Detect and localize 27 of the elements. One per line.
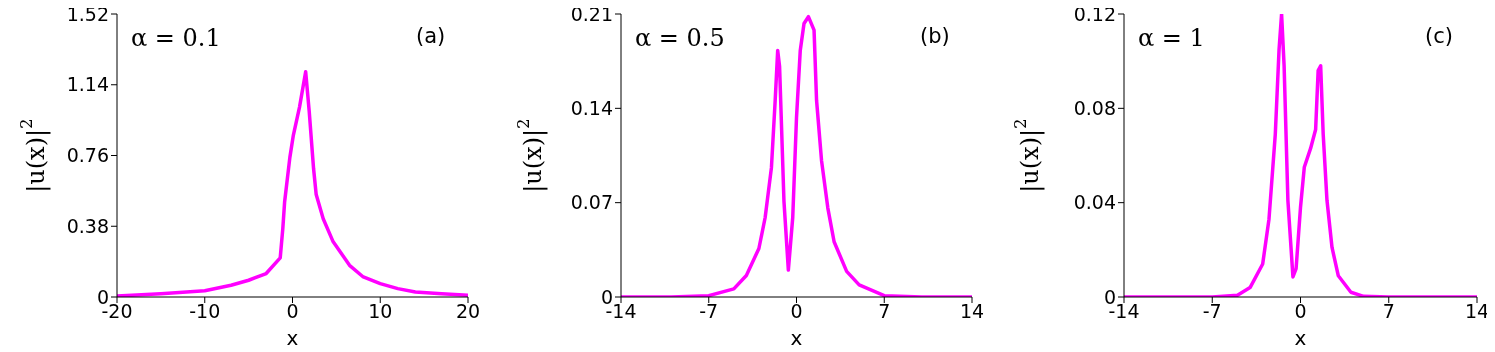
annotation: α = 0.1 <box>131 24 221 52</box>
x-tick-label: -7 <box>699 300 719 323</box>
x-tick-label: 0 <box>286 300 299 323</box>
x-tick-label: 7 <box>1382 300 1395 323</box>
x-tick-label: -10 <box>189 300 221 323</box>
y-tick-label: 0.07 <box>570 191 613 214</box>
x-tick-label: 0 <box>1294 300 1307 323</box>
x-axis-title: x <box>790 326 803 350</box>
y-tick-label: 0.08 <box>1073 97 1116 120</box>
y-tick-label: 0.38 <box>66 214 109 237</box>
x-tick-label: 14 <box>959 300 985 323</box>
x-tick-label: 10 <box>368 300 393 323</box>
annotation: (c) <box>1425 24 1453 48</box>
annotation: α = 0.5 <box>635 24 725 52</box>
y-tick-label: 0.14 <box>570 97 613 120</box>
x-tick-label: 20 <box>455 300 481 323</box>
y-tick-label: 1.14 <box>66 73 109 96</box>
y-tick-label: 0.04 <box>1073 191 1116 214</box>
x-axis-title: x <box>1294 326 1307 350</box>
x-axis-title: x <box>286 326 299 350</box>
y-tick-label: 0.76 <box>66 144 109 167</box>
x-tick-label: -7 <box>1202 300 1222 323</box>
annotation: (a) <box>416 24 446 48</box>
x-tick-label: 7 <box>878 300 891 323</box>
annotation: α = 1 <box>1138 24 1205 52</box>
annotation: (b) <box>920 24 950 48</box>
x-tick-label: 0 <box>790 300 803 323</box>
